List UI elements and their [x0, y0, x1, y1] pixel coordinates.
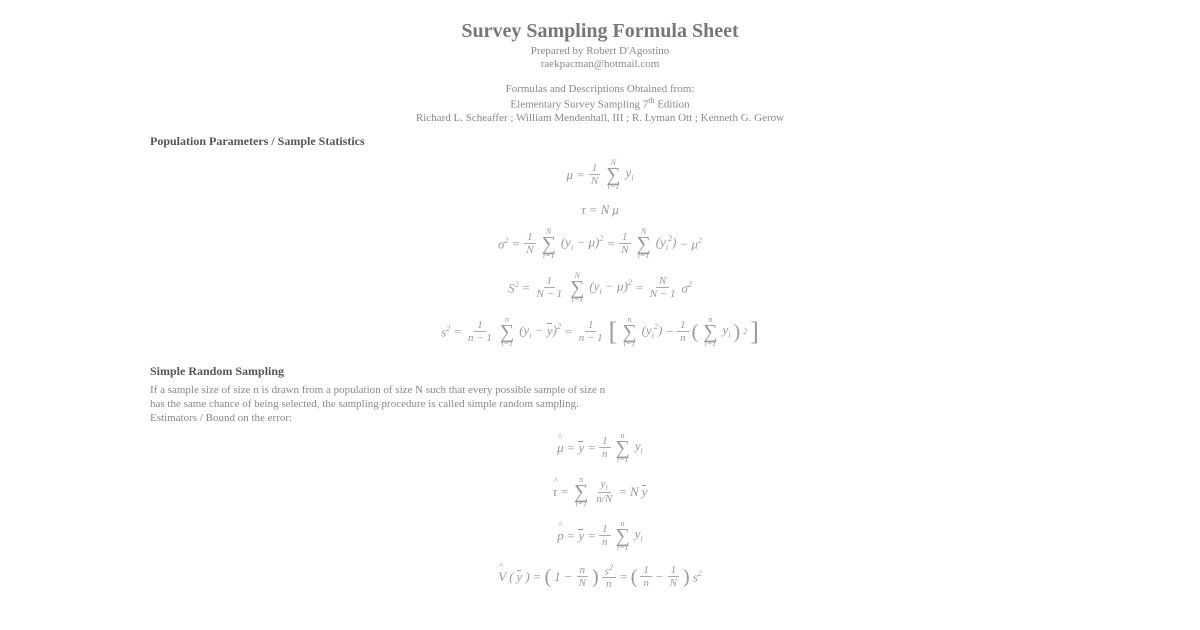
section-heading-population-parameters: Population Parameters / Sample Statistic… [150, 134, 1050, 149]
frac-1-over-n: 1n [677, 319, 689, 344]
sum-symbol: N∑i=1 [542, 228, 556, 260]
term-yi-sq: (yi2) [656, 235, 677, 252]
sum-symbol: n∑i=1 [703, 316, 717, 348]
sum-symbol: n∑i=1 [616, 432, 630, 464]
right-bracket: ] [750, 323, 759, 341]
sum-symbol: n∑i=1 [616, 520, 630, 552]
one-minus: 1 − [554, 570, 573, 583]
sym-S: S2 [508, 281, 519, 294]
formula-sigma-squared: σ2 = 1N N∑i=1 (yi − μ)2 = 1N N∑i=1 (yi2)… [150, 222, 1050, 266]
term-yi: yi [723, 323, 731, 340]
formula-big-s-squared: S2 = 1N − 1 N∑i=1 (yi − μ)2 = NN − 1 σ2 [150, 266, 1050, 310]
minus-mu-sq: − μ2 [679, 237, 702, 250]
section-heading-srs: Simple Random Sampling [150, 364, 1050, 379]
term-yi-minus-ybar-sq: (yi − y)2 [519, 323, 561, 340]
sym-mu: μ [567, 168, 574, 181]
sym-V-hat: V [498, 570, 506, 583]
term-yi: yi [625, 166, 633, 183]
frac-1-over-N-1: 1N − 1 [533, 275, 565, 300]
frac-1-over-n-1-b: 1n − 1 [576, 319, 606, 344]
formula-tau: τ = Nμ [150, 197, 1050, 222]
srs-description-line-2: has the same chance of being selected, t… [150, 397, 1050, 411]
sum-symbol: N ∑ i=1 [606, 159, 620, 191]
sym-ybar: y [578, 529, 584, 542]
prepared-by: Prepared by Robert D'Agostino [150, 45, 1050, 57]
sym-mu-hat: μ [557, 441, 564, 454]
formula-p-hat: p = y = 1n n∑i=1 yi [150, 514, 1050, 558]
source-edition-suffix: Edition [654, 99, 689, 111]
frac-1-over-N: 1 N [588, 162, 601, 187]
source-line-2: Elementary Survey Sampling 7th Edition [150, 96, 1050, 111]
left-bracket: [ [609, 323, 618, 341]
sum-symbol: n∑i=1 [622, 316, 636, 348]
sum-symbol: n∑i=1 [500, 316, 514, 348]
sym-ybar: y [578, 441, 584, 454]
frac-yi-over-nN: yi n/N [593, 478, 615, 506]
source-line-1: Formulas and Descriptions Obtained from: [150, 83, 1050, 95]
formula-tau-hat: τ = n∑i=1 yi n/N = Ny [150, 470, 1050, 514]
term-yi-sq: (yi2) [642, 323, 663, 340]
email: raekpacman@hotmail.com [150, 58, 1050, 70]
eq-sign: = [576, 168, 585, 181]
left-paren-big: ( [544, 570, 551, 584]
srs-description-line-1: If a sample size of size n is drawn from… [150, 383, 1050, 397]
right-paren-big: ) [592, 570, 599, 584]
term-yi-minus-mu-sq: (yi − μ)2 [561, 235, 603, 252]
frac-1-over-N: 1N [523, 231, 536, 256]
sum-symbol: N∑i=1 [636, 228, 650, 260]
term-yi: yi [635, 439, 643, 456]
sum-symbol: N∑i=1 [570, 272, 584, 304]
formula-mu-hat: μ = y = 1n n∑i=1 yi [150, 426, 1050, 470]
frac-1-over-n-1: 1n − 1 [465, 319, 495, 344]
right-paren-big: ) [734, 325, 741, 339]
formula-small-s-squared: s2 = 1n − 1 n∑i=1 (yi − y)2 = 1n − 1 [ n… [150, 310, 1050, 354]
sum-symbol: n∑i=1 [574, 476, 588, 508]
exponent-2: 2 [743, 328, 747, 336]
sigma-sq: σ2 [681, 281, 691, 294]
formula-var-ybar: V(y) = (1 − nN ) s2 n = ( 1n − 1N ) s2 [150, 558, 1050, 597]
sym-tau-hat: τ [553, 485, 558, 498]
frac-n-over-N: nN [576, 564, 589, 589]
sym-tau: τ [581, 203, 586, 216]
var-arg: ( [509, 570, 513, 583]
authors-line: Richard L. Scheaffer ; William Mendenhal… [150, 112, 1050, 124]
source-book-title: Elementary Survey Sampling 7 [510, 99, 648, 111]
term-yi: yi [635, 527, 643, 544]
left-paren-big: ( [631, 570, 638, 584]
frac-1-over-N-b: 1N [618, 231, 631, 256]
sym-sigma: σ2 [498, 237, 508, 250]
document-page: Survey Sampling Formula Sheet Prepared b… [0, 0, 1200, 616]
right-paren-big: ) [683, 570, 690, 584]
frac-1-over-N: 1N [667, 564, 680, 589]
formula-mu: μ = 1 N N ∑ i=1 yi [150, 153, 1050, 197]
sym-ybar: y [642, 485, 648, 498]
frac-N-over-N-1: NN − 1 [647, 275, 679, 300]
sym-s: s2 [441, 325, 450, 338]
left-paren-big: ( [692, 325, 699, 339]
frac-s2-over-n: s2 n [602, 564, 616, 591]
s-squared: s2 [693, 570, 702, 583]
sym-p-hat: p [557, 529, 564, 542]
srs-description-line-3: Estimators / Bound on the error: [150, 411, 1050, 425]
page-title: Survey Sampling Formula Sheet [150, 20, 1050, 43]
frac-1-over-n: 1n [599, 523, 611, 548]
frac-1-over-n: 1n [640, 564, 652, 589]
term-yi-minus-mu-sq: (yi − μ)2 [589, 279, 631, 296]
frac-1-over-n: 1n [599, 435, 611, 460]
